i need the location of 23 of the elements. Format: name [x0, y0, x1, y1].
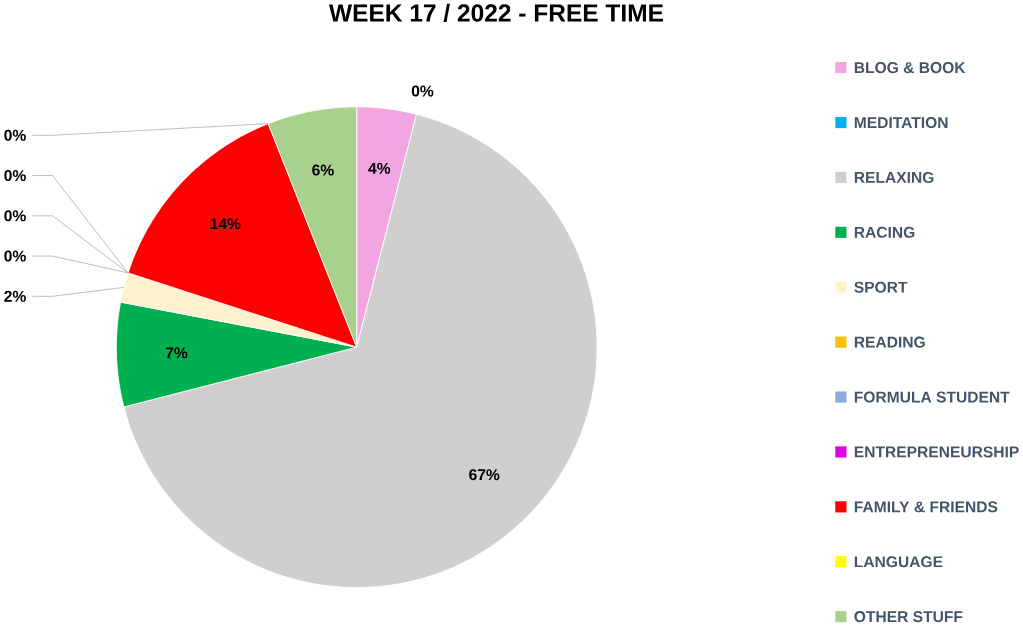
data-label: 14% — [210, 218, 241, 230]
legend-label: READING — [854, 336, 925, 348]
data-label: 67% — [469, 469, 500, 481]
legend-label: BLOG & BOOK — [854, 62, 966, 74]
text: 0% — [4, 210, 26, 222]
legend-label: LANGUAGE — [854, 556, 943, 568]
legend-label: SPORT — [854, 281, 908, 293]
legend-label: MEDITATION — [854, 117, 948, 129]
legend-label: RELAXING — [854, 171, 934, 183]
text: 0% — [4, 170, 26, 182]
text: 0% — [4, 250, 26, 262]
legend-label: ENTREPRENEURSHIP — [854, 446, 1019, 458]
data-label: 7% — [165, 347, 188, 359]
legend-label: RACING — [854, 226, 915, 238]
data-label: 6% — [312, 164, 334, 176]
data-label: 4% — [368, 162, 391, 174]
chart-title: WEEK 17 / 2022 - FREE TIME — [328, 3, 664, 22]
legend-label: FAMILY & FRIENDS — [854, 501, 998, 513]
legend-label: OTHER STUFF — [854, 611, 963, 623]
legend-label: FORMULA STUDENT — [854, 391, 1010, 403]
data-label: 2% — [4, 290, 26, 302]
text: 0% — [411, 85, 434, 97]
text: 0% — [4, 129, 26, 141]
